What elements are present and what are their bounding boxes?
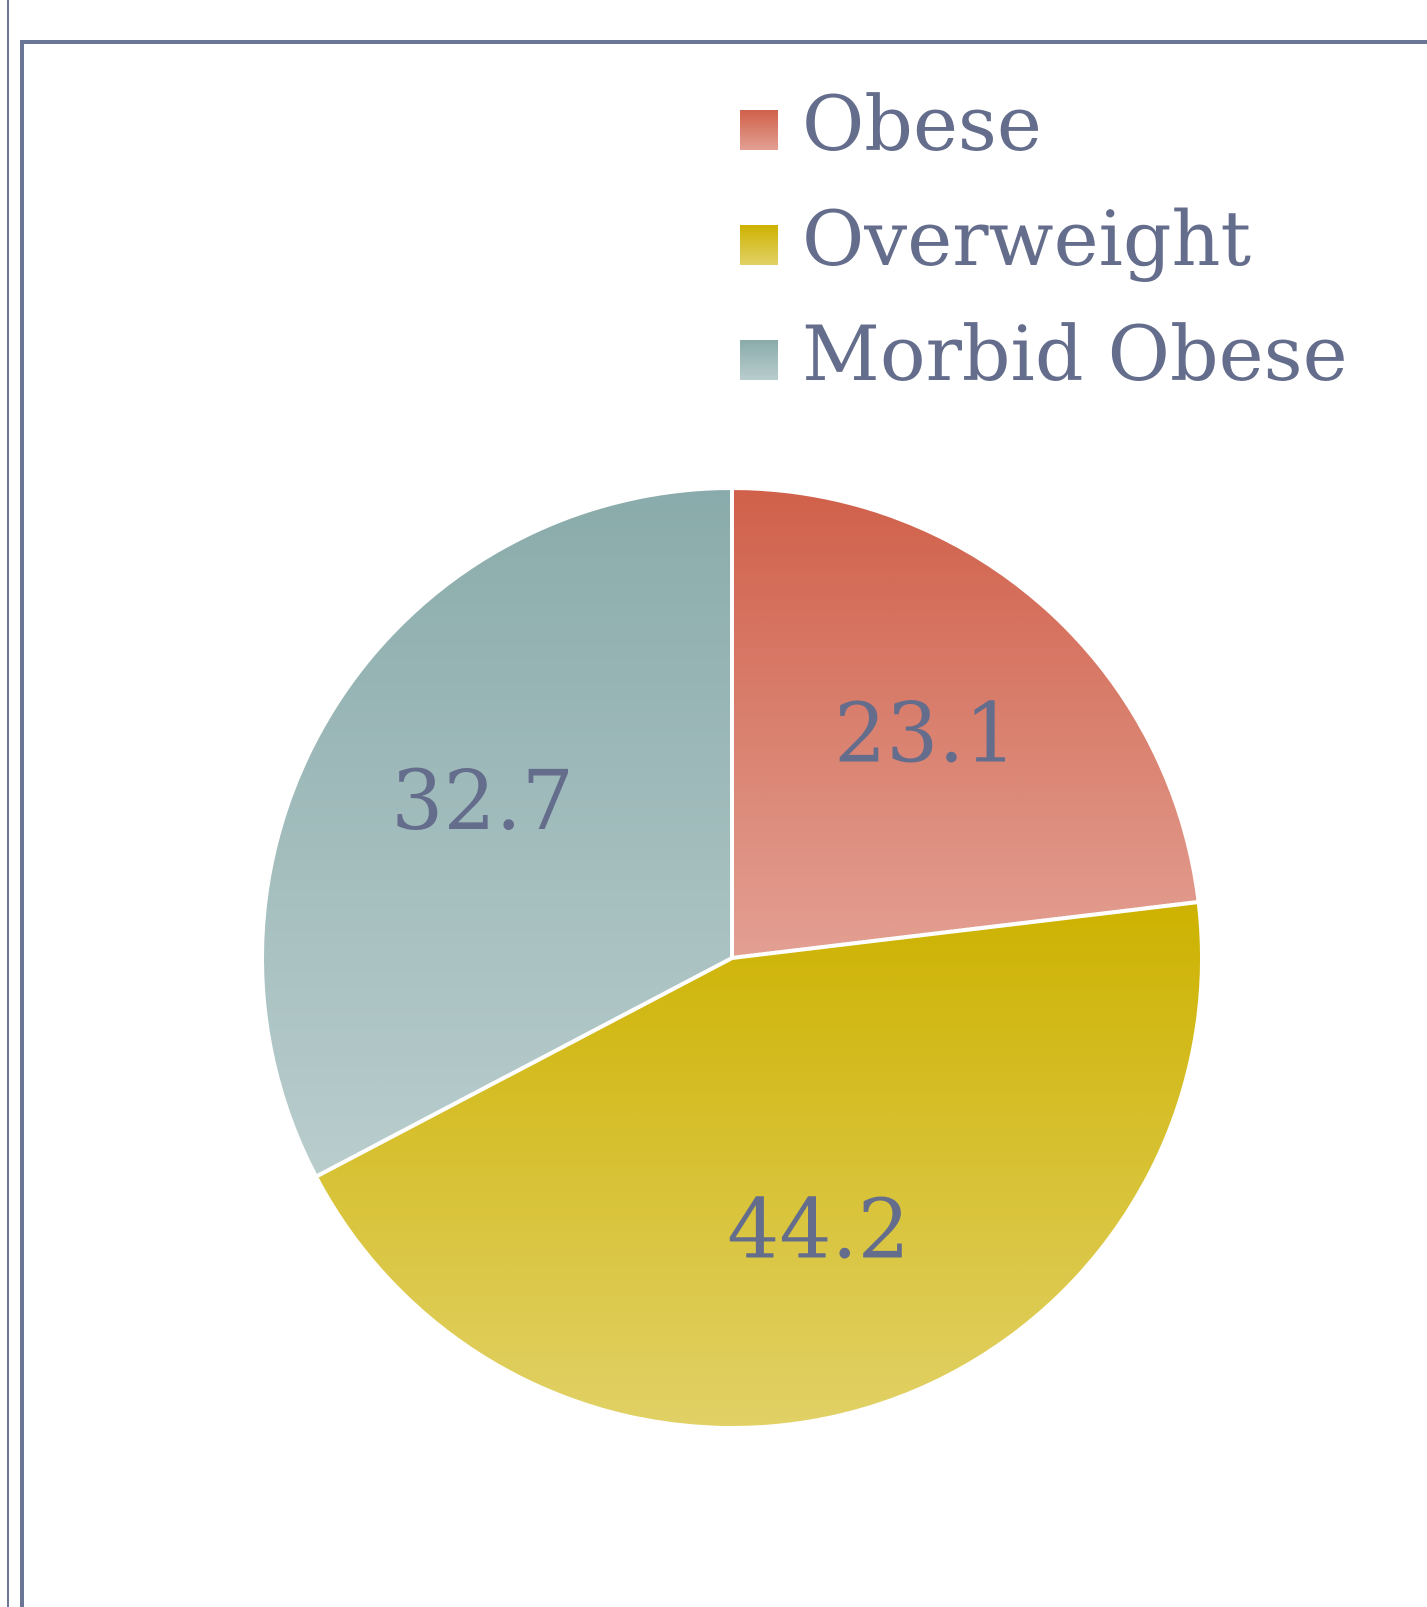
legend-swatch <box>740 340 778 380</box>
pie-slice <box>260 485 734 1180</box>
legend-label: Overweight <box>802 194 1251 283</box>
pie: 23.1 44.2 32.7 <box>260 485 1204 1430</box>
legend-swatch <box>740 110 778 150</box>
legend-swatch <box>740 225 778 265</box>
legend-label: Obese <box>802 79 1042 168</box>
legend: Obese Overweight Morbid Obese <box>740 79 1348 398</box>
pie-slice <box>730 485 1201 961</box>
frame <box>20 40 1427 1607</box>
data-label: 23.1 <box>834 687 1017 782</box>
pie-slice <box>313 899 1204 1430</box>
data-label: 32.7 <box>391 754 574 849</box>
legend-label: Morbid Obese <box>802 309 1348 398</box>
data-label: 44.2 <box>727 1183 910 1278</box>
